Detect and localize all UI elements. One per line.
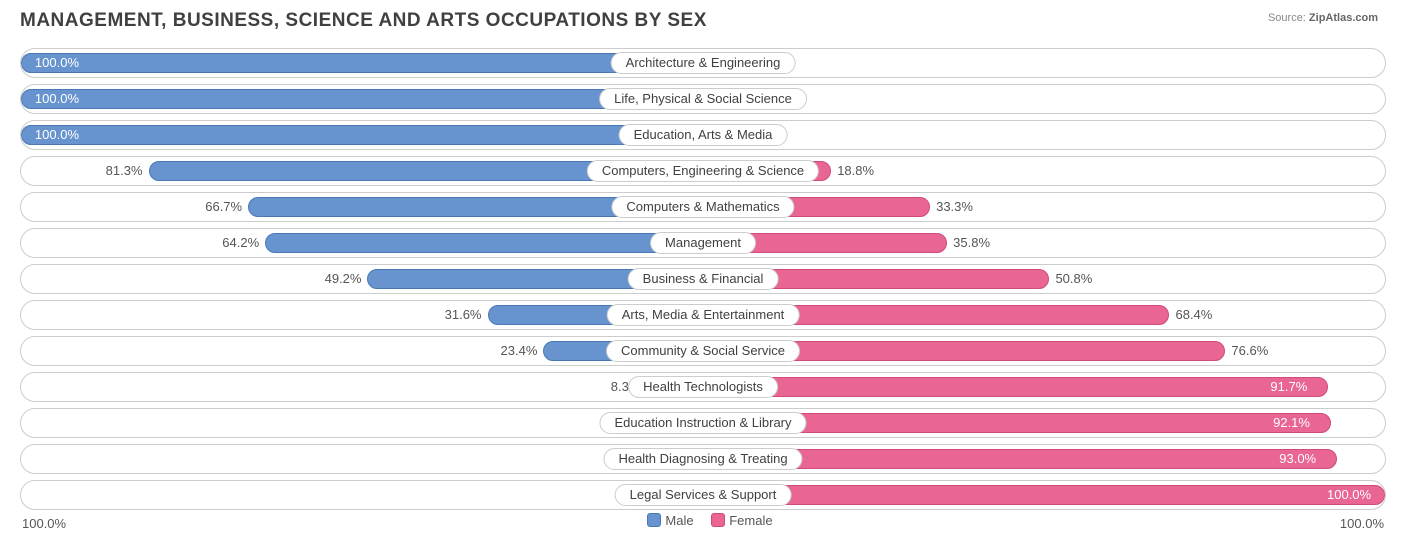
chart-row: 81.3% 18.8% Computers, Engineering & Scien… (20, 156, 1386, 186)
category-label: Legal Services & Support (615, 484, 792, 506)
source-prefix: Source: (1268, 12, 1309, 24)
male-bar (21, 53, 703, 73)
axis-left-label: 100.0% (22, 516, 66, 531)
male-value: 100.0% (35, 121, 79, 149)
male-value: 100.0% (35, 85, 79, 113)
female-value: 91.7% (1270, 373, 1307, 401)
male-value: 100.0% (35, 49, 79, 77)
female-bar (703, 485, 1385, 505)
category-label: Health Technologists (628, 376, 778, 398)
source-name: ZipAtlas.com (1309, 12, 1378, 24)
category-label: Computers, Engineering & Science (587, 160, 819, 182)
female-value: 50.8% (1055, 265, 1092, 293)
category-label: Business & Financial (628, 268, 779, 290)
female-bar (703, 377, 1328, 397)
chart-row: 0.0%100.0%Legal Services & Support (20, 480, 1386, 510)
category-label: Arts, Media & Entertainment (607, 304, 800, 326)
male-value: 49.2% (325, 265, 362, 293)
male-value: 64.2% (222, 229, 259, 257)
category-label: Computers & Mathematics (611, 196, 794, 218)
female-value: 33.3% (936, 193, 973, 221)
category-label: Community & Social Service (606, 340, 800, 362)
category-label: Management (650, 232, 756, 254)
category-label: Architecture & Engineering (611, 52, 796, 74)
category-label: Education, Arts & Media (619, 124, 788, 146)
female-value: 68.4% (1175, 301, 1212, 329)
male-value: 23.4% (501, 337, 538, 365)
chart-row: 31.6% 68.4% Arts, Media & Entertainment (20, 300, 1386, 330)
female-value: 100.0% (1327, 481, 1371, 509)
source-attribution: Source: ZipAtlas.com (1268, 12, 1378, 24)
chart-row: 7.0%93.0%Health Diagnosing & Treating (20, 444, 1386, 474)
male-swatch (647, 513, 661, 527)
chart-row: 7.9%92.1%Education Instruction & Library (20, 408, 1386, 438)
male-bar (21, 125, 703, 145)
male-value: 81.3% (106, 157, 143, 185)
chart-row: 23.4% 76.6% Community & Social Service (20, 336, 1386, 366)
chart-row: 49.2% 50.8% Business & Financial (20, 264, 1386, 294)
category-label: Life, Physical & Social Science (599, 88, 807, 110)
male-value: 66.7% (205, 193, 242, 221)
chart-row: 100.0%0.0%Life, Physical & Social Scienc… (20, 84, 1386, 114)
female-value: 76.6% (1231, 337, 1268, 365)
chart-area: 100.0%0.0%Architecture & Engineering100.… (20, 38, 1386, 510)
category-label: Health Diagnosing & Treating (603, 448, 802, 470)
female-swatch (711, 513, 725, 527)
chart-row: 100.0%0.0%Architecture & Engineering (20, 48, 1386, 78)
chart-row: 100.0%0.0%Education, Arts & Media (20, 120, 1386, 150)
legend: Male Female (20, 513, 1386, 528)
female-value: 18.8% (837, 157, 874, 185)
category-label: Education Instruction & Library (599, 412, 806, 434)
axis-right-label: 100.0% (1340, 516, 1384, 531)
female-value: 93.0% (1279, 445, 1316, 473)
chart-row: 8.3%91.7%Health Technologists (20, 372, 1386, 402)
legend-female-label: Female (729, 513, 772, 528)
female-value: 92.1% (1273, 409, 1310, 437)
female-value: 35.8% (953, 229, 990, 257)
legend-male-label: Male (665, 513, 693, 528)
chart-title: MANAGEMENT, BUSINESS, SCIENCE AND ARTS O… (20, 10, 1386, 32)
chart-row: 64.2% 35.8% Management (20, 228, 1386, 258)
chart-row: 66.7% 33.3% Computers & Mathematics (20, 192, 1386, 222)
male-bar (265, 233, 703, 253)
male-value: 31.6% (445, 301, 482, 329)
